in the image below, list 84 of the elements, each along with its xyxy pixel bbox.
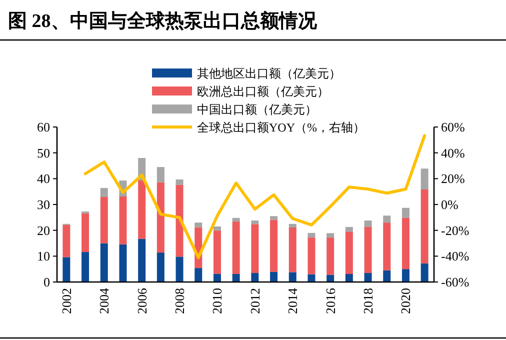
bar	[383, 216, 391, 223]
y-tick-label: 20	[37, 222, 50, 238]
bar	[232, 218, 240, 222]
y2-tick-label: 60%	[441, 120, 465, 134]
bar	[176, 256, 184, 282]
bar	[383, 270, 391, 282]
bar	[251, 224, 259, 273]
bar	[232, 274, 240, 282]
x-tick-label: 2016	[322, 288, 338, 314]
bar	[176, 184, 184, 257]
bar	[82, 213, 90, 252]
bar	[119, 244, 127, 282]
y2-tick-label: -20%	[441, 222, 470, 238]
bar	[288, 272, 296, 282]
bar	[326, 238, 334, 275]
bar	[364, 226, 372, 273]
legend-label: 欧洲总出口额（亿美元）	[197, 84, 329, 98]
y2-tick-label: 0%	[441, 197, 458, 212]
y-tick-label: 0	[44, 274, 50, 290]
bar	[156, 252, 164, 282]
x-tick-label: 2008	[172, 288, 188, 314]
bar	[326, 233, 334, 238]
bar	[308, 232, 316, 238]
bar	[100, 188, 108, 198]
bar	[402, 269, 410, 282]
x-tick-label: 2018	[360, 288, 376, 314]
bar	[194, 222, 202, 228]
bar	[213, 274, 221, 282]
bar	[100, 197, 108, 244]
legend-label: 全球总出口额YOY（%，右轴）	[197, 120, 365, 134]
bar	[194, 268, 202, 282]
bar	[270, 216, 278, 220]
bar	[288, 227, 296, 272]
bar	[213, 230, 221, 274]
bar	[402, 208, 410, 218]
bar	[251, 272, 259, 282]
y2-tick-label: 40%	[441, 145, 465, 160]
x-tick-label: 2014	[285, 288, 300, 314]
bar	[100, 243, 108, 282]
bar	[176, 179, 184, 185]
x-tick-label: 2006	[134, 288, 150, 314]
bar	[364, 272, 372, 282]
bar	[420, 263, 428, 282]
y2-tick-label: -40%	[441, 248, 470, 264]
bar	[383, 222, 391, 270]
bar	[213, 226, 221, 231]
bar	[420, 190, 428, 264]
bar	[232, 222, 240, 274]
x-tick-label: 2020	[398, 288, 414, 314]
y-tick-label: 60	[37, 120, 50, 134]
bar	[62, 257, 70, 282]
bar	[270, 272, 278, 282]
bar	[308, 238, 316, 274]
bar	[345, 226, 353, 232]
bar	[270, 220, 278, 272]
y2-tick-label: -60%	[441, 274, 470, 290]
bar	[345, 232, 353, 274]
x-tick-label: 2002	[58, 288, 74, 314]
bar	[364, 220, 372, 227]
legend-label: 中国出口额（亿美元）	[197, 102, 317, 116]
legend-label: 其他地区出口额（亿美元）	[197, 66, 341, 80]
bar	[62, 224, 70, 258]
y-tick-label: 40	[37, 171, 50, 186]
bar	[326, 274, 334, 282]
x-tick-label: 2010	[210, 288, 225, 314]
bar	[156, 167, 164, 182]
bar	[138, 238, 146, 282]
y-tick-label: 10	[37, 248, 50, 264]
y-tick-label: 50	[37, 145, 50, 160]
bar	[288, 224, 296, 228]
bar	[156, 182, 164, 253]
y-tick-label: 30	[37, 197, 50, 212]
y2-tick-label: 20%	[441, 171, 465, 186]
bar	[138, 180, 146, 239]
bar	[119, 196, 127, 244]
x-tick-label: 2004	[96, 288, 112, 314]
bar	[420, 168, 428, 190]
bar	[251, 220, 259, 224]
chart-title: 图 28、中国与全球热泵出口总额情况	[8, 10, 318, 32]
bar	[308, 274, 316, 282]
bar	[82, 252, 90, 282]
bar	[345, 274, 353, 282]
x-tick-label: 2012	[247, 288, 262, 314]
bar	[402, 218, 410, 270]
